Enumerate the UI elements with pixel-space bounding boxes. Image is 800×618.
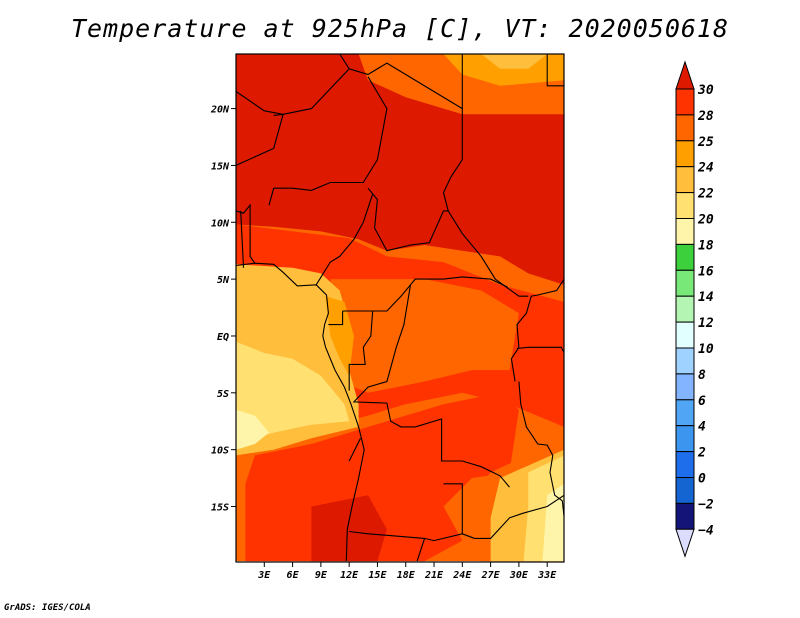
colorbar-label: 0 xyxy=(698,472,706,487)
border-line xyxy=(510,278,564,382)
colorbar-label: 25 xyxy=(697,135,714,150)
colorbar-label: −2 xyxy=(698,497,714,512)
colorbar-box xyxy=(675,88,695,116)
lon-tick-label: 18E xyxy=(397,570,416,581)
colorbar-label: 12 xyxy=(698,316,714,331)
lat-tick-label: 5S xyxy=(217,389,229,400)
border-line xyxy=(349,54,463,110)
band-25-28-center xyxy=(330,279,519,393)
colorbar-box xyxy=(675,192,695,220)
colorbar-label: 8 xyxy=(698,368,706,383)
colorbar-box xyxy=(675,166,695,194)
lat-tick-label: 15N xyxy=(211,161,230,172)
lon-tick-label: 27E xyxy=(481,570,501,581)
lon-tick-label: 30E xyxy=(509,570,529,581)
colorbar-box xyxy=(675,347,695,375)
lat-axis: 20N 15N 10N 5N EQ 5S 10S 15S xyxy=(210,105,236,514)
border-line xyxy=(273,54,350,116)
lat-tick-label: EQ xyxy=(217,332,229,343)
colorbar-box xyxy=(675,321,695,349)
lat-tick-label: 20N xyxy=(210,105,230,116)
lon-tick-label: 9E xyxy=(315,570,328,581)
colorbar-label: 22 xyxy=(697,187,714,202)
lat-tick-label: 10S xyxy=(211,446,229,457)
band-above-30 xyxy=(236,54,564,285)
lon-tick-label: 6E xyxy=(287,570,300,581)
border-line xyxy=(268,76,388,206)
border-line xyxy=(328,311,344,326)
colorbar-box xyxy=(675,425,695,453)
colorbar-box xyxy=(675,399,695,427)
border-line xyxy=(352,284,510,488)
border-line xyxy=(416,538,426,562)
border-line xyxy=(240,210,245,268)
lon-tick-label: 21E xyxy=(424,570,444,581)
border-line xyxy=(518,381,564,518)
lon-axis: 3E 6E 9E 12E 15E 18E 21E 24E 27E 30E 33E xyxy=(257,562,557,581)
map-frame xyxy=(235,53,565,563)
border-line xyxy=(372,276,508,312)
colorbar-box xyxy=(675,218,695,245)
colorbar-label: 18 xyxy=(698,238,714,253)
colorbar-label: −4 xyxy=(698,523,714,538)
colorbar-box xyxy=(675,477,695,504)
lon-tick-label: 12E xyxy=(340,570,359,581)
border-line xyxy=(516,346,564,354)
border-line xyxy=(349,483,463,542)
colorbar-below-arrow xyxy=(675,528,695,558)
border-line xyxy=(348,310,374,391)
lon-tick-label: 33E xyxy=(537,570,557,581)
border-line xyxy=(546,54,564,87)
colorbar-above-arrow xyxy=(675,60,695,90)
band-18-20 xyxy=(236,409,269,450)
colorbar-label: 28 xyxy=(697,109,714,124)
colorbar-label: 2 xyxy=(697,446,706,461)
border-line xyxy=(442,108,529,297)
lon-tick-label: 24E xyxy=(452,570,472,581)
lon-tick-label: 15E xyxy=(368,570,387,581)
colorbar-box xyxy=(675,269,695,297)
colorbar-label: 14 xyxy=(698,290,714,305)
lat-tick-label: 10N xyxy=(211,218,230,229)
colorbar-label: 6 xyxy=(698,394,706,409)
plot-title: Temperature at 925hPa [C], VT: 202005061… xyxy=(70,14,730,43)
lat-tick-label: 5N xyxy=(217,275,230,286)
colorbar-box xyxy=(675,502,695,530)
colorbar-label: 10 xyxy=(698,342,714,357)
border-line xyxy=(462,494,564,539)
colorbar-box xyxy=(675,140,695,168)
colorbar-label: 4 xyxy=(698,420,706,435)
grads-credit: GrADS: IGES/COLA xyxy=(4,603,91,613)
band-above-30-south xyxy=(311,495,387,562)
colorbar-box xyxy=(675,373,695,401)
lon-tick-label: 3E xyxy=(257,570,271,581)
border-line xyxy=(315,193,374,286)
colorbar-box xyxy=(675,114,695,142)
band-20-22 xyxy=(236,341,350,444)
colorbar-box xyxy=(675,295,695,323)
colorbar-box xyxy=(675,451,695,479)
colorbar-label: 30 xyxy=(697,83,714,98)
colorbar-label: 24 xyxy=(697,161,714,176)
colorbar-label: 16 xyxy=(698,264,714,279)
border-line xyxy=(236,262,365,562)
border-line xyxy=(367,187,449,252)
temperature-field xyxy=(236,54,564,562)
country-borders xyxy=(236,54,564,562)
band-22-24-ne xyxy=(481,54,548,69)
band-24-25-gabon xyxy=(325,296,354,376)
border-line xyxy=(348,438,361,462)
lat-tick-label: 15S xyxy=(211,503,229,514)
colorbar-label: 20 xyxy=(697,213,714,228)
band-18-20-se xyxy=(542,483,564,562)
colorbar-box xyxy=(675,243,695,271)
